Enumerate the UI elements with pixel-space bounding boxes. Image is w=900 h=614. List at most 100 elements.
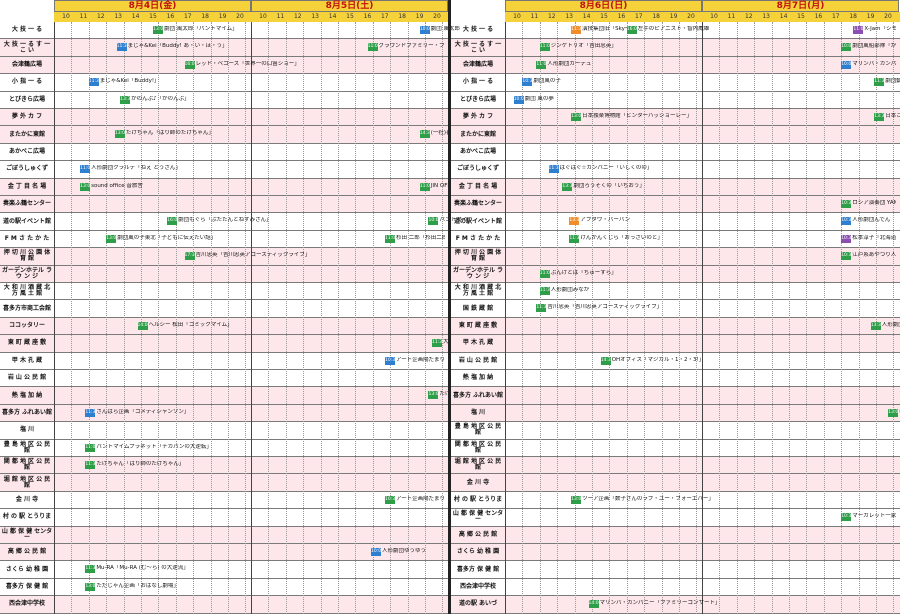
hour-label: 14: [779, 13, 788, 20]
event-entry[interactable]: 13:30かのんぶ♪「かのんぶ」: [120, 95, 190, 104]
venue-name: またかに東館: [451, 126, 506, 143]
event-title: マリンバ・カンパニー「ファミリーコンサート」: [599, 600, 721, 607]
venue-row: またかに東館: [0, 126, 449, 144]
event-entry[interactable]: 11:00人形劇団クラルテ「ねえ とうさん」: [80, 165, 181, 174]
event-entry[interactable]: 11:30けんかんくじら「おっさいのと」: [569, 234, 663, 243]
venue-name: 関 都 地 区 公 民 館: [0, 457, 55, 474]
event-entry[interactable]: 11:00グラウンドファミリー・ブレジャー: [367, 43, 445, 52]
event-title: 劇団風の子東北「子どもに伝えたい話」: [117, 234, 217, 241]
venue-name: 岩 山 公 民 館: [451, 352, 506, 369]
event-entry[interactable]: 11:00人形劇団カーデュ: [536, 60, 592, 69]
hour-gridline: [372, 22, 374, 614]
event-entry[interactable]: 10:00劇団 風太郎 マジックショー: [419, 26, 460, 34]
event-time-badge: 11:30: [548, 165, 562, 174]
event-title: はぐはぐ☆カンパニー「いしくのの」: [559, 165, 653, 172]
event-entry[interactable]: 11:00X-Jam「シモシュとあそぼう」: [853, 26, 896, 34]
event-title: 人形劇団ゆうゆう: [382, 548, 427, 554]
event-entry[interactable]: 11:30まじゃ&Kei「Buddy!」: [88, 78, 160, 87]
event-entry[interactable]: 13:00劇団 風太郎「パントマイム」: [153, 26, 238, 34]
venue-row: 喜多方市商工会館: [0, 300, 449, 318]
event-entry[interactable]: 11:30人形劇団みなか: [539, 287, 589, 295]
event-time-badge: 13:00: [106, 234, 120, 243]
event-entry[interactable]: 11:30ざんばら企画「コメディシャンソン」: [85, 408, 189, 417]
venue-row: 関 都 地 区 公 民 館: [0, 457, 449, 475]
event-entry[interactable]: 11:30劇団動物エンターテイメント: [874, 78, 900, 87]
venue-name: 熱 塩 加 納: [0, 387, 55, 404]
venue-name: 大 技 一 る す 一 こ い: [0, 39, 55, 56]
event-title: ロシア演奏団 YAMA: [852, 200, 896, 206]
event-entry[interactable]: 13:30アフタワ・バーバン: [569, 217, 630, 226]
hour-label: 19: [218, 13, 227, 20]
event-title: 人形劇団カーデュ: [547, 60, 592, 67]
venue-name: 金 川 寺: [0, 491, 55, 509]
event-title: 日本独楽博物館「ビンターハッショーレー」: [582, 113, 693, 119]
event-entry[interactable]: 10:30劇団風の子: [522, 78, 561, 87]
event-title: 劇団風の子: [533, 78, 561, 85]
hour-label: 16: [166, 13, 175, 20]
event-entry[interactable]: 13:30人形劇団えりっこ「ふしぎの森のヤーヤー・他」: [870, 321, 900, 330]
event-entry[interactable]: 11:30たけちゃん「はり師のたけちゃん」: [85, 461, 184, 469]
event-entry[interactable]: 14:30(一社)喜多方協会「喜多方劇場」: [419, 130, 460, 139]
event-entry[interactable]: 11:00JIN OFFICE「ジン・マジスケ」: [419, 182, 460, 191]
venue-name: 山 都 保 健 センター: [0, 526, 55, 543]
event-entry[interactable]: 11:00ジンケトリオ「吉田忠英」: [539, 43, 617, 52]
event-entry[interactable]: 11:30吉川忠英「吉川忠英アコースティックライブ」: [536, 304, 662, 313]
event-entry[interactable]: 11:30まじゃ&Kei「Buddy! あ・い・ほ・う」: [116, 43, 228, 52]
venue-name: 奏楽ふ鶴センター: [0, 196, 55, 213]
event-entry[interactable]: 13:00日本独楽博物館「ビンターハッショーレー」: [571, 113, 692, 121]
event-title: アート企画陽だまり: [395, 356, 445, 363]
event-entry[interactable]: 10:30アート企画陽だまり「高場さとし」: [384, 495, 445, 504]
event-entry[interactable]: 13:00sound office 音旅舎: [80, 182, 143, 191]
event-entry[interactable]: 14:00マリンバ・カンパニー「ファミリーコンサート」: [588, 600, 721, 609]
hour-label: 17: [634, 13, 643, 20]
event-time-badge: 16:00: [626, 26, 640, 34]
event-entry[interactable]: 11:30Mu-RA「Mu-RA (む〜ら) の大逆流」: [85, 565, 189, 574]
event-entry[interactable]: 10:30アート企画陽だまり: [384, 356, 445, 365]
event-entry[interactable]: 10:30マーガレット一家「たっちゃんの紙芝居 with りさちゃん」: [841, 513, 896, 522]
hour-gridline: [106, 22, 108, 614]
event-entry[interactable]: 10:30ロシア演奏団 YAMA: [841, 200, 896, 208]
venue-row: 堀 館 地 区 公 民 館: [451, 457, 900, 475]
venue-name: 金 丁 目 名 場: [0, 178, 55, 195]
hour-gridline: [771, 22, 773, 614]
event-entry[interactable]: 16:00レッド・ペコーズ「世界一の口笛ショー」: [184, 60, 300, 69]
event-entry[interactable]: 10:30江戸糸あやつり人形「ジョ・ジョ・ジ」: [841, 252, 896, 261]
event-entry[interactable]: 10:00人形劇団ゆうゆう: [371, 548, 426, 556]
event-entry[interactable]: 11:30はぐはぐ☆カンパニー「いしくのの」: [548, 165, 653, 174]
event-entry[interactable]: 10:00マリンバ・カンパニー: [841, 60, 896, 69]
event-entry[interactable]: 10:00パントマイムプラネット: [428, 217, 468, 226]
event-entry[interactable]: 14:30OHオフィス「マジカル・1・2・3!」: [600, 356, 704, 365]
hour-gridline: [338, 22, 339, 614]
event-entry[interactable]: 13:30劇団ろうそくの「いちおう」: [562, 182, 645, 191]
event-entry[interactable]: 10:30松本淳子「北海道から」: [841, 234, 896, 243]
event-entry[interactable]: 10:30人形劇団んでん: [841, 217, 890, 226]
event-entry[interactable]: 10:00劇団 風の夢: [513, 95, 554, 104]
event-entry[interactable]: 13:30日本こまをたし遊喜会: [874, 113, 900, 121]
event-entry[interactable]: 11:30演技集団旧「Sky〜」: [571, 26, 636, 34]
event-entry[interactable]: 11:00ぶんけとは「ちゅーすら」: [539, 269, 617, 278]
event-entry[interactable]: 13:00ほんわかシアター「トラックとちすけ」: [888, 408, 900, 417]
event-entry[interactable]: 13:00ツーア企画「数子さんのラブ・ユー・フォーエバー」: [571, 495, 714, 504]
venue-name: 喜多方 ふれあい館: [451, 387, 506, 404]
hour-gridline: [754, 22, 756, 614]
event-entry[interactable]: 16:00左手のピアニスト・智内威雄: [626, 26, 709, 34]
hour-label: 11: [79, 13, 88, 20]
event-title: ジンケトリオ「吉田忠英」: [550, 43, 617, 50]
event-entry[interactable]: 13:00劇団風の子東北「子どもに伝えたい話」: [106, 234, 217, 243]
venue-row: ガーデンホテル ラ ウ ン ジ: [451, 265, 900, 283]
event-entry[interactable]: 14:00ヘルシー 松田「コミックマイム」: [137, 321, 233, 330]
event-time-badge: 11:00: [539, 43, 553, 52]
hour-scale: 10 11 12 13 14 15 16 17 18 19 20 10 11 12 13 14 15 16 17 18…: [505, 12, 900, 22]
hour-gridline: [736, 22, 738, 614]
event-entry[interactable]: 11:00パントマイムプラネット「チカパンの大逆転」: [85, 443, 212, 452]
event-entry[interactable]: 13:00たけちゃん「はり師のたけちゃん」: [114, 130, 214, 139]
event-entry[interactable]: 17:30吉川忠英「吉川忠英アコースティックライブ」: [184, 252, 310, 261]
event-entry[interactable]: 10:00劇団風船部隊「かならでなんだ?!」: [841, 43, 896, 52]
venue-name: 高 郷 公 民 館: [0, 544, 55, 561]
event-entry[interactable]: 13:00ただじゃん企画「おはなし劇場」: [85, 582, 179, 591]
event-entry[interactable]: 16:00劇団もぐら「ぶたたんとねずみさん」: [167, 217, 272, 226]
venue-row: 小 指 一 る: [451, 74, 900, 92]
hour-label: 15: [149, 13, 157, 20]
hour-gridline: [806, 22, 808, 614]
event-entry[interactable]: 11:00杉田 二郎「杉田二郎コンサート」: [384, 234, 445, 243]
